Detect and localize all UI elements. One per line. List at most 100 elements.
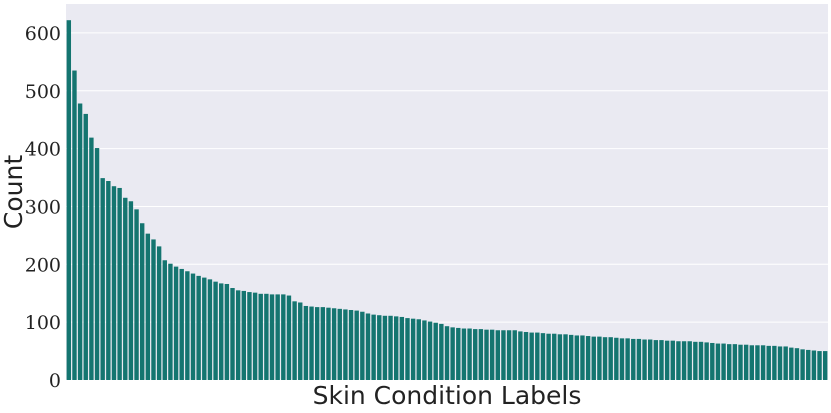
bar: [269, 294, 275, 380]
bar: [467, 328, 472, 380]
bar: [806, 349, 811, 380]
bar: [721, 343, 726, 380]
bar: [168, 263, 173, 380]
bar: [642, 339, 647, 380]
bar: [648, 339, 653, 380]
bar: [196, 275, 201, 380]
bar: [275, 294, 280, 380]
bar: [106, 181, 111, 380]
y-tick-label: 0: [49, 370, 61, 392]
bar: [523, 331, 529, 380]
bar: [704, 342, 709, 380]
bar: [140, 223, 145, 380]
bar: [495, 330, 500, 380]
bar: [602, 337, 608, 380]
bar: [518, 331, 523, 380]
bar: [563, 334, 568, 380]
bar: [501, 330, 506, 380]
bar: [303, 305, 309, 380]
bar: [258, 293, 263, 380]
bar: [427, 321, 433, 380]
bar: [72, 70, 77, 381]
bar: [326, 307, 331, 380]
bar: [732, 344, 738, 380]
bar: [422, 320, 427, 380]
bar: [450, 327, 455, 380]
bar: [213, 281, 218, 380]
bar: [309, 306, 314, 380]
bar: [597, 336, 602, 380]
bar: [134, 209, 139, 380]
bar: [777, 346, 783, 380]
bar: [190, 273, 196, 380]
bar: [473, 329, 478, 380]
bar: [687, 341, 692, 380]
bar: [100, 178, 105, 380]
bar: [710, 342, 715, 380]
bar: [478, 329, 484, 380]
y-tick-labels: 0 100 200 300 400 500 600: [25, 23, 61, 392]
bar: [698, 341, 704, 380]
bar: [727, 344, 732, 380]
y-tick-label: 400: [25, 139, 61, 161]
bar: [123, 197, 128, 380]
bar: [540, 333, 546, 380]
bar: [314, 307, 320, 380]
y-tick-label: 100: [25, 312, 61, 334]
bar: [766, 345, 771, 380]
bar: [614, 337, 619, 380]
bar: [772, 345, 777, 380]
bar: [461, 328, 467, 380]
bar: [659, 340, 664, 380]
bar: [179, 268, 184, 380]
bar: [388, 315, 393, 380]
bar: [512, 330, 517, 380]
bar: [444, 326, 450, 380]
y-tick-label: 500: [25, 81, 61, 103]
bar: [94, 148, 100, 380]
bar: [264, 293, 269, 380]
bar: [117, 187, 122, 380]
bar: [410, 318, 416, 380]
bar: [247, 292, 252, 380]
bar: [631, 338, 636, 380]
bar: [219, 283, 224, 380]
bar: [749, 345, 754, 380]
bar: [743, 344, 749, 380]
bar: [580, 335, 585, 380]
bar: [670, 340, 675, 380]
bar: [399, 316, 405, 380]
bar: [625, 338, 630, 380]
bar: [292, 301, 297, 380]
bar: [377, 315, 382, 380]
bar: [235, 290, 241, 380]
bar: [591, 336, 596, 380]
bar: [252, 292, 258, 380]
bar: [382, 315, 388, 380]
bar: [207, 279, 213, 380]
x-axis-label: Skin Condition Labels: [313, 381, 582, 410]
bars: [66, 20, 828, 381]
bar: [608, 337, 613, 380]
bar: [574, 335, 580, 380]
bar: [337, 308, 342, 380]
bar: [822, 351, 828, 380]
bar: [738, 344, 743, 380]
bar: [360, 311, 365, 380]
bar: [557, 334, 563, 380]
bar: [681, 341, 687, 380]
bar: [331, 308, 337, 380]
bar: [664, 340, 670, 380]
bar: [365, 313, 371, 380]
bar: [286, 295, 292, 380]
bar: [433, 322, 438, 380]
bar: [800, 349, 805, 380]
bar: [320, 307, 326, 380]
bar: [653, 340, 659, 380]
bar: [693, 341, 698, 380]
bar: [83, 113, 88, 380]
y-tick-label: 200: [25, 254, 61, 276]
bar: [760, 345, 766, 380]
bar: [529, 332, 534, 380]
bar: [156, 246, 162, 380]
